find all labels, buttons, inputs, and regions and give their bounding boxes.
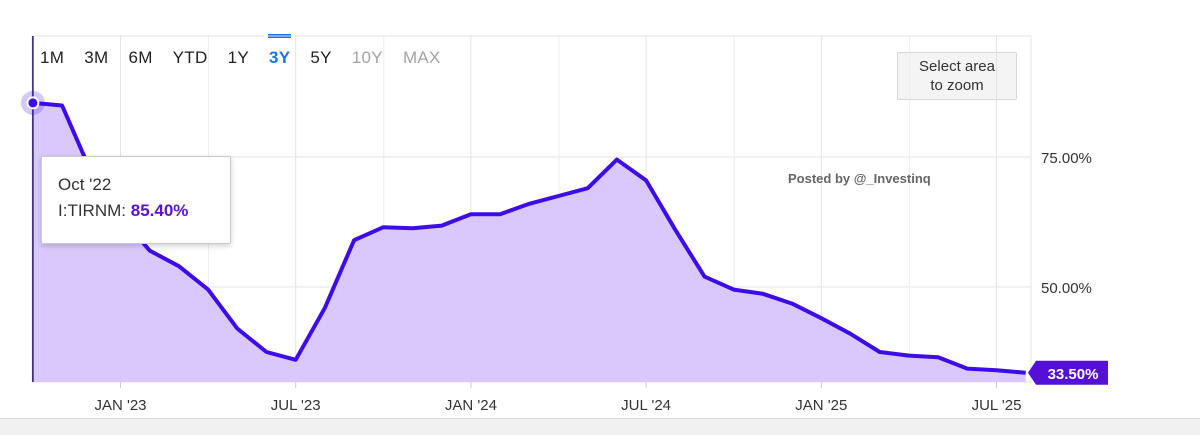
x-tick-label: JUL '23 bbox=[271, 397, 321, 414]
range-button-1m[interactable]: 1M bbox=[40, 48, 65, 67]
series-line bbox=[30, 100, 1026, 375]
last-value-label: 33.50% bbox=[1048, 366, 1099, 383]
area-chart[interactable]: 75.00% 50.00% JAN '23 JUL '23 JAN '24 JUL '2… bbox=[0, 0, 1200, 418]
bottom-scroll-bar bbox=[0, 418, 1200, 435]
x-tick-label: JAN '25 bbox=[795, 397, 847, 414]
watermark-text: Posted by @_Investinq bbox=[788, 171, 931, 186]
range-button-ytd[interactable]: YTD bbox=[172, 48, 208, 67]
tooltip-series-name: I:TIRNM: bbox=[58, 201, 126, 220]
range-button-6m[interactable]: 6M bbox=[128, 48, 153, 67]
range-button-10y: 10Y bbox=[351, 48, 383, 67]
x-tick-label: JAN '23 bbox=[94, 397, 146, 414]
x-axis-ticks: JAN '23 JUL '23 JAN '24 JUL '24 JAN '25 JUL '… bbox=[94, 382, 1021, 414]
range-button-1y[interactable]: 1Y bbox=[227, 48, 249, 67]
range-button-3m[interactable]: 3M bbox=[84, 48, 109, 67]
hover-point-marker bbox=[20, 90, 45, 115]
y-axis-ticks: 75.00% 50.00% bbox=[1041, 150, 1092, 297]
tooltip-date: Oct '22 bbox=[58, 175, 112, 194]
last-value-badge-bg bbox=[1028, 360, 1108, 385]
series-area-fill bbox=[32, 102, 1026, 383]
tooltip-series-line: I:TIRNM: 85.40% bbox=[58, 201, 230, 221]
x-tick-label: JUL '25 bbox=[972, 397, 1022, 414]
range-button-max: MAX bbox=[402, 48, 441, 67]
last-value-badge: 33.50% bbox=[1028, 360, 1108, 385]
y-tick-label: 50.00% bbox=[1041, 280, 1092, 297]
range-selector: 1M 3M 6M YTD 1Y 3Y 5Y 10Y MAX bbox=[30, 34, 451, 70]
range-button-5y[interactable]: 5Y bbox=[310, 48, 332, 67]
hover-tooltip: Oct '22 I:TIRNM: 85.40% bbox=[41, 156, 231, 244]
tooltip-value: 85.40% bbox=[130, 201, 189, 220]
hover-point bbox=[26, 96, 40, 110]
x-tick-label: JAN '24 bbox=[445, 397, 497, 414]
y-tick-label: 75.00% bbox=[1041, 150, 1092, 167]
x-tick-label: JUL '24 bbox=[621, 397, 671, 414]
